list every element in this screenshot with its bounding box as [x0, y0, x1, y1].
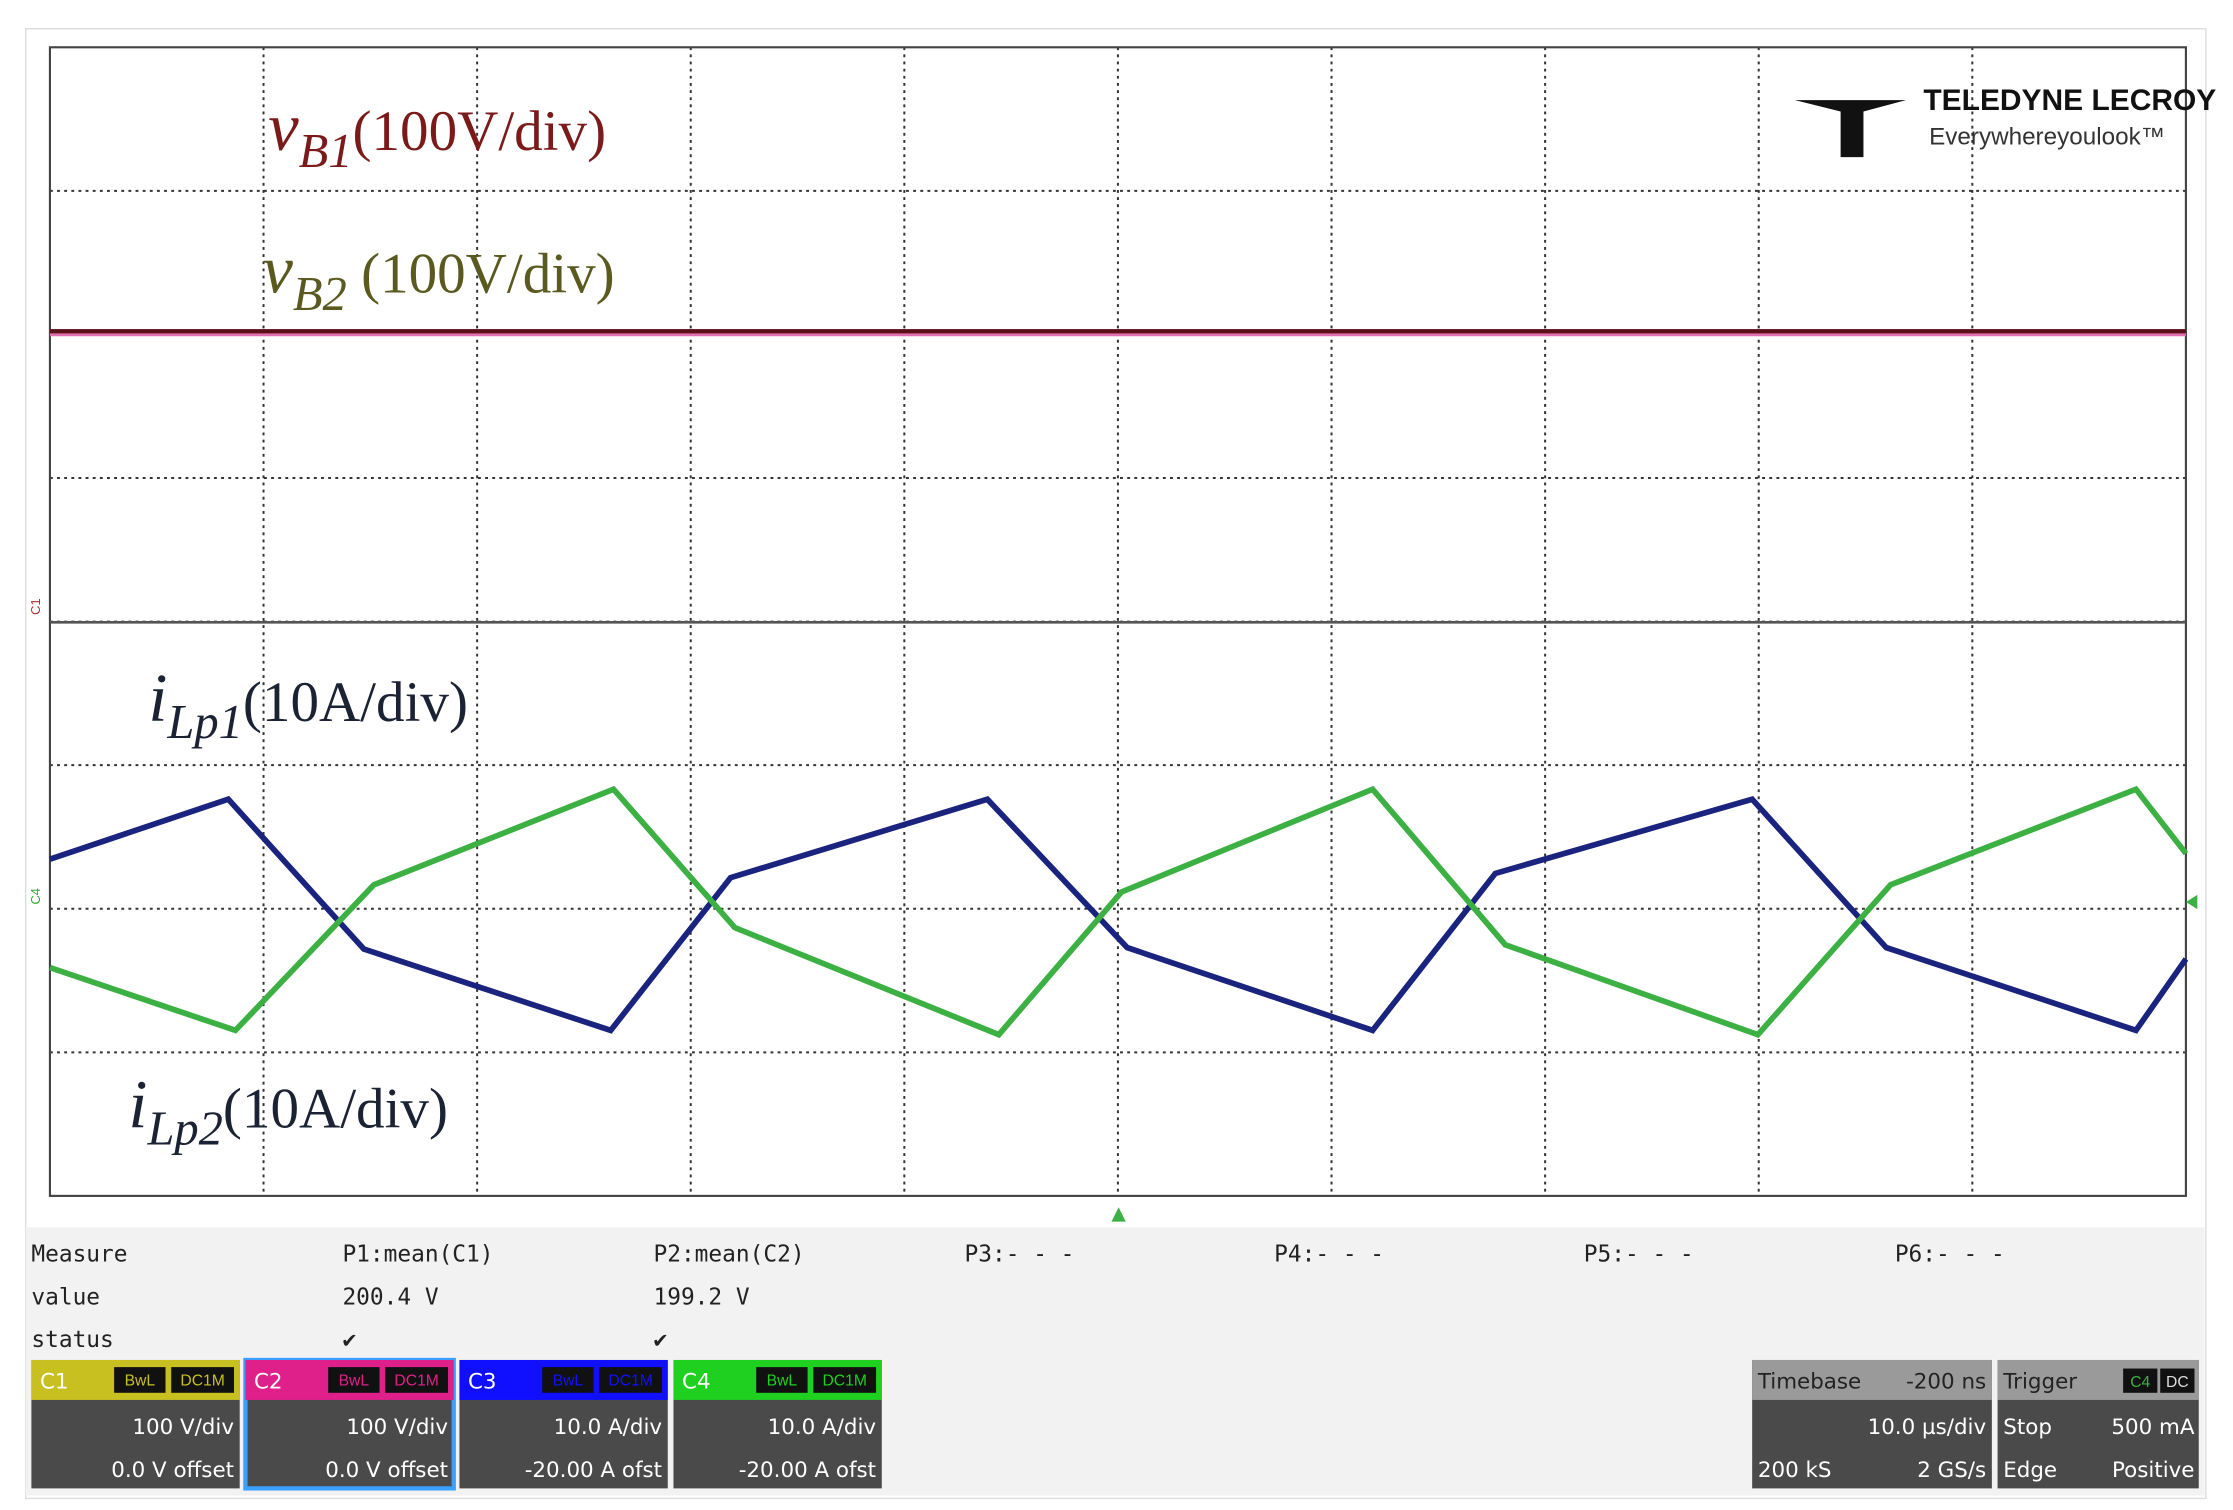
tag-box: [171, 1367, 235, 1393]
trigger-box[interactable]: Trigger C4 DC Stop 500 mA Edge Positive: [1997, 1359, 2199, 1489]
measure-cell: P1:mean(C1): [342, 1242, 493, 1268]
logo: TELEDYNE LECROY Everywhereyoulook™: [1794, 84, 2216, 158]
tag-box: [385, 1367, 449, 1393]
channel-name: C4: [682, 1370, 711, 1395]
measure-cell: P2:mean(C2): [653, 1242, 804, 1268]
channel-box[interactable]: C1 BwL DC1M 100 V/div 0.0 V offset: [31, 1359, 240, 1489]
label-var: i: [128, 1066, 147, 1142]
channel-tag: BwL: [767, 1373, 798, 1390]
measure-cell: status: [31, 1327, 113, 1353]
timebase-delay: -200 ns: [1906, 1370, 1986, 1395]
label-var: v: [268, 89, 299, 165]
trigger-mode: Stop: [2003, 1415, 2052, 1440]
trigger-level: 500 mA: [2111, 1415, 2194, 1440]
label-scale: (10A/div): [243, 671, 468, 734]
trace-ilp2: [49, 785, 2189, 1039]
channel-scale: 100 V/div: [346, 1415, 448, 1440]
trace-label: vB1(100V/div): [268, 89, 606, 178]
tag-box: [114, 1367, 166, 1393]
tag-box: [756, 1367, 808, 1393]
channel-offset: -20.00 A ofst: [525, 1458, 662, 1483]
logo-tagline: Everywhereyoulook™: [1929, 123, 2165, 150]
channel-scale: 100 V/div: [132, 1415, 234, 1440]
label-sub: Lp1: [166, 696, 242, 749]
channel-tag: DC1M: [180, 1373, 224, 1390]
channel-marker: C1: [28, 598, 43, 614]
channel-box[interactable]: C3 BwL DC1M 10.0 A/div -20.00 A ofst: [459, 1359, 668, 1489]
channel-scale: 10.0 A/div: [554, 1415, 663, 1440]
trace-label: vB2 (100V/div): [263, 232, 615, 321]
timebase-title: Timebase: [1757, 1370, 1861, 1395]
channel-marker: C4: [28, 888, 43, 904]
channel-tag: DC1M: [822, 1373, 866, 1390]
box-header: [1752, 1359, 1992, 1400]
trigger-tag: DC: [2166, 1374, 2189, 1391]
channel-tag: BwL: [125, 1373, 156, 1390]
measure-cell: P3:- - -: [965, 1242, 1075, 1268]
trigger-level-marker: [2185, 894, 2198, 910]
measure-cell: 200.4 V: [342, 1284, 438, 1310]
measure-table: Measure P1:mean(C1) P2:mean(C2) P3:- - - P4:…: [31, 1242, 2004, 1354]
trigger-title: Trigger: [2002, 1370, 2077, 1395]
timebase-scale: 10.0 µs/div: [1868, 1415, 1987, 1440]
label-scale: (100V/div): [347, 243, 615, 306]
timebase-rate: 2 GS/s: [1917, 1458, 1986, 1483]
channel-offset: 0.0 V offset: [111, 1458, 234, 1483]
timebase-samples: 200 kS: [1758, 1458, 1832, 1483]
trigger-type: Edge: [2003, 1458, 2057, 1483]
trigger-time-marker: [1111, 1207, 1126, 1222]
channel-name: C3: [468, 1370, 497, 1395]
measure-cell: value: [31, 1284, 100, 1310]
label-var: v: [263, 232, 294, 308]
measure-cell: ✔: [653, 1327, 667, 1353]
trace-ilp1: [49, 795, 2189, 1034]
measure-cell: P6:- - -: [1895, 1242, 2005, 1268]
logo-mark: [1794, 100, 1907, 158]
channel-offset: -20.00 A ofst: [739, 1458, 876, 1483]
tag-box: [2123, 1368, 2158, 1393]
channel-box[interactable]: C2 BwL DC1M 100 V/div 0.0 V offset: [243, 1357, 456, 1491]
trace-label: iLp1(10A/div): [148, 660, 468, 749]
channel-boxes: C1 BwL DC1M 100 V/div 0.0 V offset C2 BwL DC1M 1…: [31, 1357, 882, 1491]
channel-tag: BwL: [553, 1373, 584, 1390]
label-scale: (10A/div): [223, 1077, 448, 1140]
measure-cell: Measure: [31, 1242, 127, 1268]
tag-box: [599, 1367, 663, 1393]
trigger-tag: C4: [2130, 1374, 2150, 1391]
trigger-slope: Positive: [2112, 1458, 2194, 1483]
channel-scale: 10.0 A/div: [768, 1415, 877, 1440]
tag-box: [813, 1367, 877, 1393]
channel-name: C1: [40, 1370, 69, 1395]
channel-tag: DC1M: [394, 1373, 438, 1390]
channel-name: C2: [254, 1370, 283, 1395]
label-sub: Lp2: [146, 1103, 222, 1156]
channel-tag: BwL: [339, 1373, 370, 1390]
tag-box: [328, 1367, 380, 1393]
label-scale: (100V/div): [353, 100, 607, 163]
label-var: i: [148, 660, 167, 736]
measure-cell: P4:- - -: [1274, 1242, 1384, 1268]
measure-cell: 199.2 V: [653, 1284, 749, 1310]
channel-box[interactable]: C4 BwL DC1M 10.0 A/div -20.00 A ofst: [673, 1359, 882, 1489]
frame: [24, 28, 2207, 1500]
tag-box: [542, 1367, 594, 1393]
measure-cell: P5:- - -: [1584, 1242, 1694, 1268]
trace-label: iLp2(10A/div): [128, 1066, 448, 1155]
label-sub: B1: [299, 125, 353, 178]
channel-tag: DC1M: [608, 1373, 652, 1390]
channel-offset: 0.0 V offset: [325, 1458, 448, 1483]
logo-brand: TELEDYNE LECROY: [1923, 84, 2216, 117]
tag-box: [2160, 1368, 2195, 1393]
timebase-box[interactable]: Timebase -200 ns 10.0 µs/div 200 kS 2 GS…: [1752, 1359, 1992, 1489]
label-sub: B2: [293, 268, 347, 321]
measure-cell: ✔: [342, 1327, 356, 1353]
